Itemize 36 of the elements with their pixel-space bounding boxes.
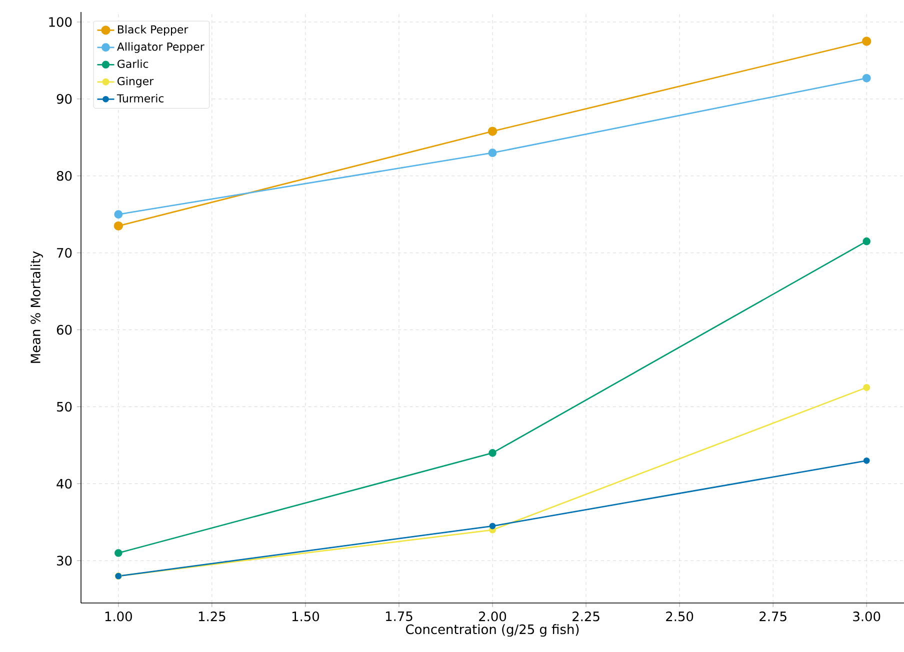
point [862,74,871,82]
x-tick-label: 2.50 [666,612,694,622]
point [488,148,497,158]
y-tick-label: 70 [57,248,72,258]
legend-label: Garlic [118,60,148,68]
legend-label: Turmeric [116,94,164,102]
legend-label: Ginger [118,76,154,88]
x-tick-label: 1.50 [292,612,320,622]
point [862,36,872,46]
legend-label: Alligator Pepper [117,42,204,53]
point [863,384,870,392]
x-axis-title: Concentration (g/25 g fish) [406,624,579,637]
x-tick-label: 2.00 [479,612,506,622]
y-tick-label: 30 [57,556,72,566]
y-tick-label: 50 [57,402,72,412]
x-tick-label: 1.25 [198,612,226,622]
y-axis-title: Mean % Mortality [30,251,43,363]
x-tick-label: 3.00 [853,612,880,622]
point [488,126,498,136]
y-tick-label: 80 [56,171,72,181]
legend-label: Black Pepper [118,25,188,36]
x-tick-label: 1.75 [386,612,412,622]
point [489,522,496,530]
point [114,210,123,219]
point [863,457,870,464]
y-tick-label: 40 [56,478,72,489]
point [488,449,496,457]
y-tick-label: 60 [56,324,72,335]
x-tick-label: 2.75 [760,612,786,622]
y-tick-label: 100 [49,17,72,27]
point [114,549,122,557]
point [114,221,123,231]
x-tick-label: 2.25 [572,612,600,622]
y-tick-label: 90 [56,94,72,104]
x-tick-label: 1.00 [105,612,132,622]
point [862,237,870,246]
